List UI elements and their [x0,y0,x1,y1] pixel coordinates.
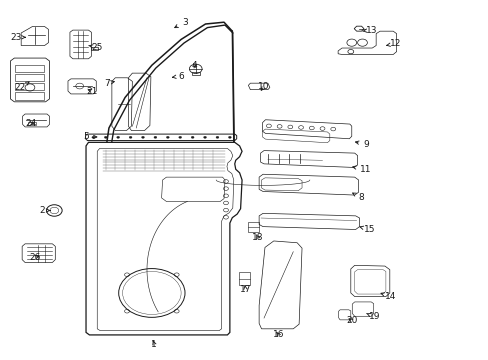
Text: 23: 23 [11,33,25,42]
Bar [15,64,43,72]
Text: 9: 9 [355,140,368,149]
Bar [248,222,259,232]
Circle shape [104,136,107,138]
Bar [191,72,199,75]
Circle shape [141,136,144,138]
Text: 7: 7 [104,79,114,88]
Circle shape [216,136,219,138]
Bar [15,93,43,100]
Text: 15: 15 [359,225,374,234]
Bar [15,83,43,90]
Text: 5: 5 [83,132,97,141]
Circle shape [129,136,132,138]
Text: 17: 17 [239,285,251,294]
Bar [15,74,43,81]
Text: 8: 8 [352,193,364,202]
Text: 25: 25 [88,43,102,52]
Circle shape [203,136,206,138]
Text: 11: 11 [352,165,370,174]
Text: 4: 4 [192,61,197,70]
Circle shape [166,136,169,138]
Text: 22: 22 [15,82,29,92]
Text: 12: 12 [386,39,401,48]
Text: 2: 2 [39,206,50,215]
Bar [238,272,250,285]
Circle shape [191,136,194,138]
Text: 1: 1 [151,340,157,349]
Text: 3: 3 [174,18,187,28]
Text: 13: 13 [362,26,376,35]
Text: 6: 6 [172,72,183,81]
Text: 20: 20 [346,316,357,325]
Text: 24: 24 [25,119,37,128]
Circle shape [117,136,120,138]
Text: 14: 14 [380,292,396,301]
Circle shape [228,136,231,138]
Text: 18: 18 [251,233,263,242]
Text: 21: 21 [86,86,98,95]
Circle shape [179,136,182,138]
Text: 16: 16 [272,330,284,339]
Circle shape [154,136,157,138]
Text: 19: 19 [366,312,380,321]
Text: 26: 26 [29,253,41,262]
Circle shape [92,136,95,138]
Text: 10: 10 [258,82,269,91]
Bar [28,122,36,126]
